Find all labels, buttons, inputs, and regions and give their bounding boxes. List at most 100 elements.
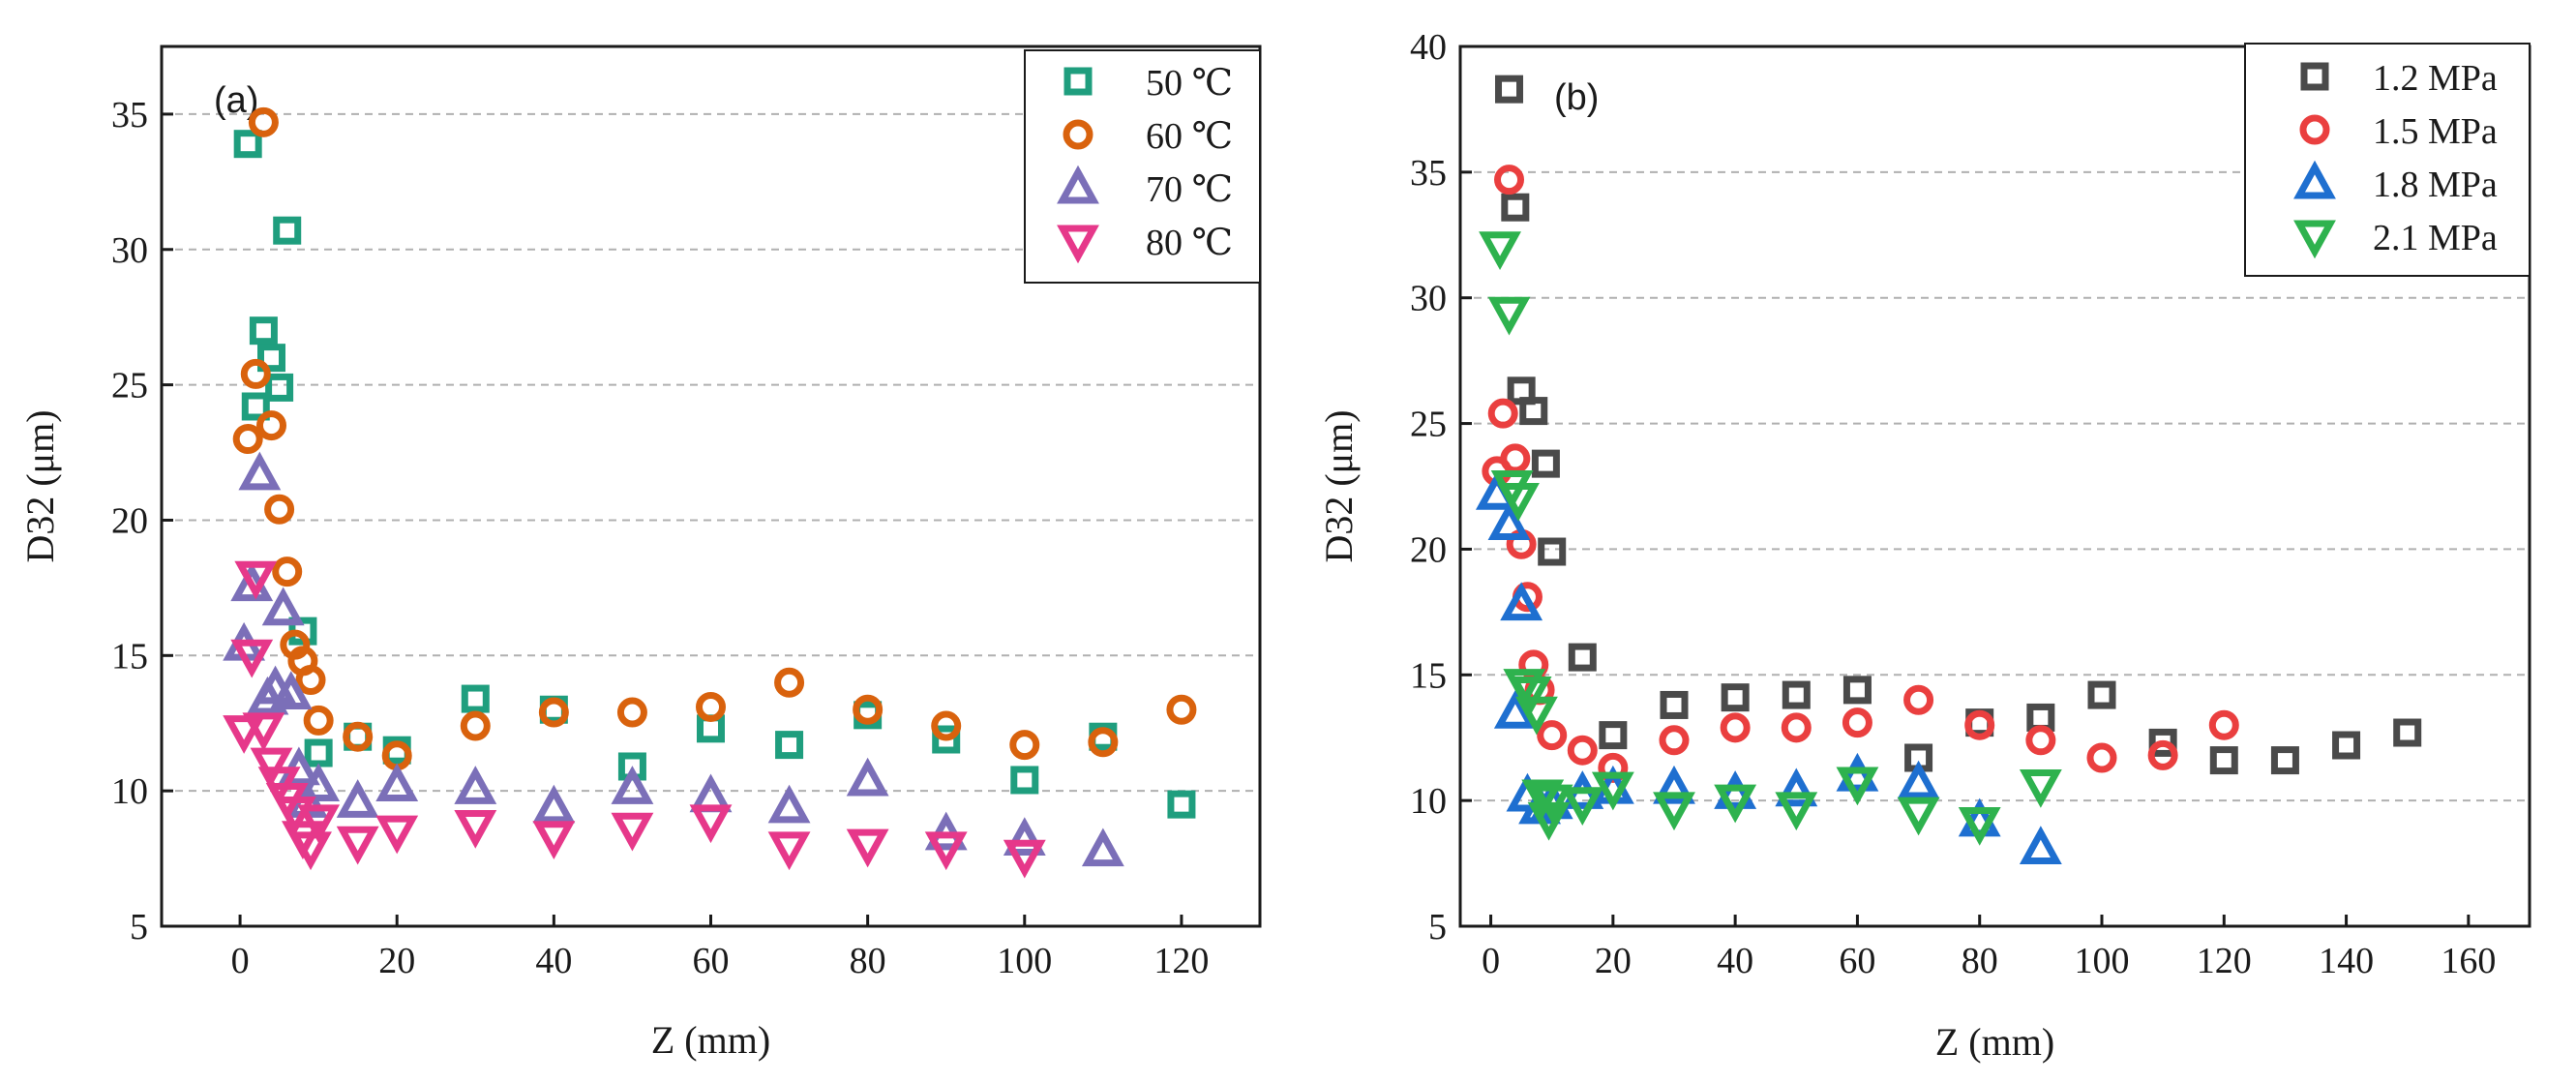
legend-label: 1.8 MPa <box>2373 165 2498 205</box>
data-point <box>1500 582 1543 621</box>
x-tick-label: 120 <box>2197 941 2252 981</box>
data-point <box>1842 707 1872 738</box>
data-point <box>454 810 497 849</box>
data-point <box>257 344 285 373</box>
data-point <box>233 130 262 159</box>
data-point <box>611 812 654 852</box>
y-axis-label: D32 (μm) <box>1317 409 1361 562</box>
data-point <box>297 763 341 802</box>
data-point <box>304 738 333 767</box>
data-point <box>2270 746 2299 775</box>
data-point <box>1775 767 1818 807</box>
y-tick-label: 5 <box>130 907 148 948</box>
y-axis-label: D32 (μm) <box>18 409 62 562</box>
data-point <box>1781 712 1812 743</box>
data-point <box>242 712 285 752</box>
data-point <box>1088 727 1119 758</box>
series-4 <box>223 560 1046 879</box>
data-point <box>303 705 334 736</box>
data-point <box>1714 784 1757 824</box>
data-point <box>532 784 576 824</box>
legend-marker <box>1057 165 1099 204</box>
legend-marker <box>2300 62 2329 91</box>
x-axis-label: Z (mm) <box>651 1018 770 1062</box>
data-point <box>256 410 286 441</box>
data-point <box>767 784 811 824</box>
data-point <box>846 828 889 868</box>
data-point <box>223 715 266 754</box>
data-point <box>1958 807 2001 846</box>
legend-label: 2.1 MPa <box>2373 218 2498 258</box>
data-point <box>2147 739 2178 770</box>
data-point <box>1501 193 1530 222</box>
legend-label: 1.2 MPa <box>2373 58 2498 99</box>
data-point <box>1720 712 1751 743</box>
x-tick-label: 120 <box>1153 941 1209 981</box>
data-point <box>616 697 647 728</box>
data-point <box>1591 771 1634 811</box>
data-point <box>2148 728 2177 757</box>
data-point <box>336 779 379 818</box>
legend-label: 1.5 MPa <box>2373 111 2498 152</box>
data-point <box>1721 683 1750 712</box>
data-point <box>295 664 326 695</box>
data-point <box>1521 779 1565 819</box>
data-point <box>846 757 889 797</box>
y-tick-label: 30 <box>1410 279 1447 319</box>
y-tick-label: 20 <box>1410 529 1447 570</box>
data-point <box>2332 731 2361 760</box>
legend: 50 ℃ 60 ℃ 70 ℃ 80 ℃ <box>1024 49 1261 284</box>
series-4 <box>1479 231 2062 846</box>
y-tick-label: 35 <box>111 95 148 135</box>
data-point <box>696 691 726 722</box>
legend-label: 60 ℃ <box>1146 116 1233 157</box>
data-point <box>1537 720 1568 751</box>
data-point <box>297 804 341 844</box>
x-tick-label: 40 <box>535 941 572 981</box>
data-point <box>272 557 303 587</box>
data-point <box>454 766 497 804</box>
data-point <box>1653 765 1695 804</box>
data-point <box>238 451 282 491</box>
legend-marker <box>2299 114 2330 145</box>
data-point <box>230 639 274 678</box>
panel-a: 5 10 15 20 25 30 35 0 20 40 60 80 100 120 Z (mm) D32 (μ… <box>18 45 1262 1062</box>
x-tick-label: 0 <box>231 941 250 981</box>
data-point <box>2026 703 2055 732</box>
legend-label: 70 ℃ <box>1146 169 1233 210</box>
data-point <box>1530 784 1573 824</box>
x-tick-label: 60 <box>693 941 730 981</box>
y-tick-label: 25 <box>1410 405 1447 445</box>
data-point <box>538 697 569 728</box>
data-point <box>1003 817 1046 856</box>
y-tick-label: 10 <box>1410 781 1447 822</box>
data-point <box>1493 689 1537 729</box>
data-point <box>460 710 491 741</box>
data-point <box>1009 730 1040 761</box>
y-tick-label: 15 <box>111 636 148 677</box>
legend: 1.2 MPa 1.5 MPa 1.8 MPa 2.1 MPa <box>2244 43 2531 277</box>
data-point <box>1010 766 1039 795</box>
legend-box <box>2244 43 2531 277</box>
data-point <box>1538 537 1567 566</box>
data-point <box>1659 725 1690 756</box>
data-point <box>240 358 271 389</box>
data-point <box>932 725 961 754</box>
data-point <box>1497 482 1540 522</box>
data-point <box>1653 792 1695 831</box>
legend-marker <box>1057 225 1099 264</box>
data-point <box>336 826 379 865</box>
data-point <box>264 494 295 525</box>
series-1 <box>1495 75 2422 775</box>
data-point <box>461 684 490 713</box>
data-point <box>1519 397 1548 426</box>
data-point <box>1479 231 1521 271</box>
data-point <box>2087 680 2116 709</box>
data-point <box>265 373 294 402</box>
data-point <box>261 587 305 626</box>
x-tick-label: 100 <box>997 941 1052 981</box>
data-point <box>232 424 263 455</box>
data-point <box>2086 742 2117 773</box>
y-tick-label: 5 <box>1428 907 1447 948</box>
y-tick-label: 30 <box>111 230 148 271</box>
